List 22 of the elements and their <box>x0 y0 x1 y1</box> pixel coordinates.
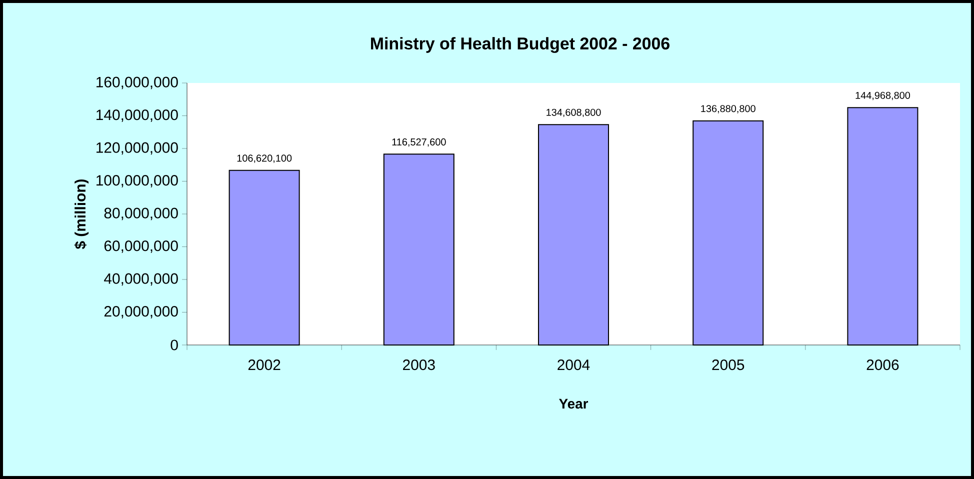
x-tick-label: 2006 <box>866 360 899 370</box>
data-label: 136,880,800 <box>701 105 756 114</box>
y-tick-label: 20,000,000 <box>104 306 178 318</box>
data-label: 134,608,800 <box>546 108 601 118</box>
chart-title: Ministry of Health Budget 2002 - 2006 <box>371 37 670 53</box>
y-tick-label: 160,000,000 <box>96 76 178 90</box>
x-tick-label: 2004 <box>558 360 590 370</box>
y-axis-title: $ (million) <box>74 179 89 250</box>
data-label: 106,620,100 <box>237 154 292 163</box>
y-tick-label: 60,000,000 <box>104 240 178 253</box>
data-label: 116,527,600 <box>392 138 446 147</box>
y-tick-label: 0 <box>170 340 178 350</box>
y-tick-label: 120,000,000 <box>96 142 178 155</box>
x-tick-label: 2003 <box>403 360 435 370</box>
y-tick-label: 80,000,000 <box>104 208 178 220</box>
y-tick-label: 140,000,000 <box>96 110 178 122</box>
x-axis-title: Year <box>559 398 588 409</box>
y-tick-label: 100,000,000 <box>96 175 178 188</box>
x-tick-label: 2002 <box>248 360 280 370</box>
data-label: 144,968,800 <box>856 92 910 100</box>
y-tick-label: 40,000,000 <box>104 273 178 286</box>
x-tick-label: 2005 <box>712 360 744 370</box>
